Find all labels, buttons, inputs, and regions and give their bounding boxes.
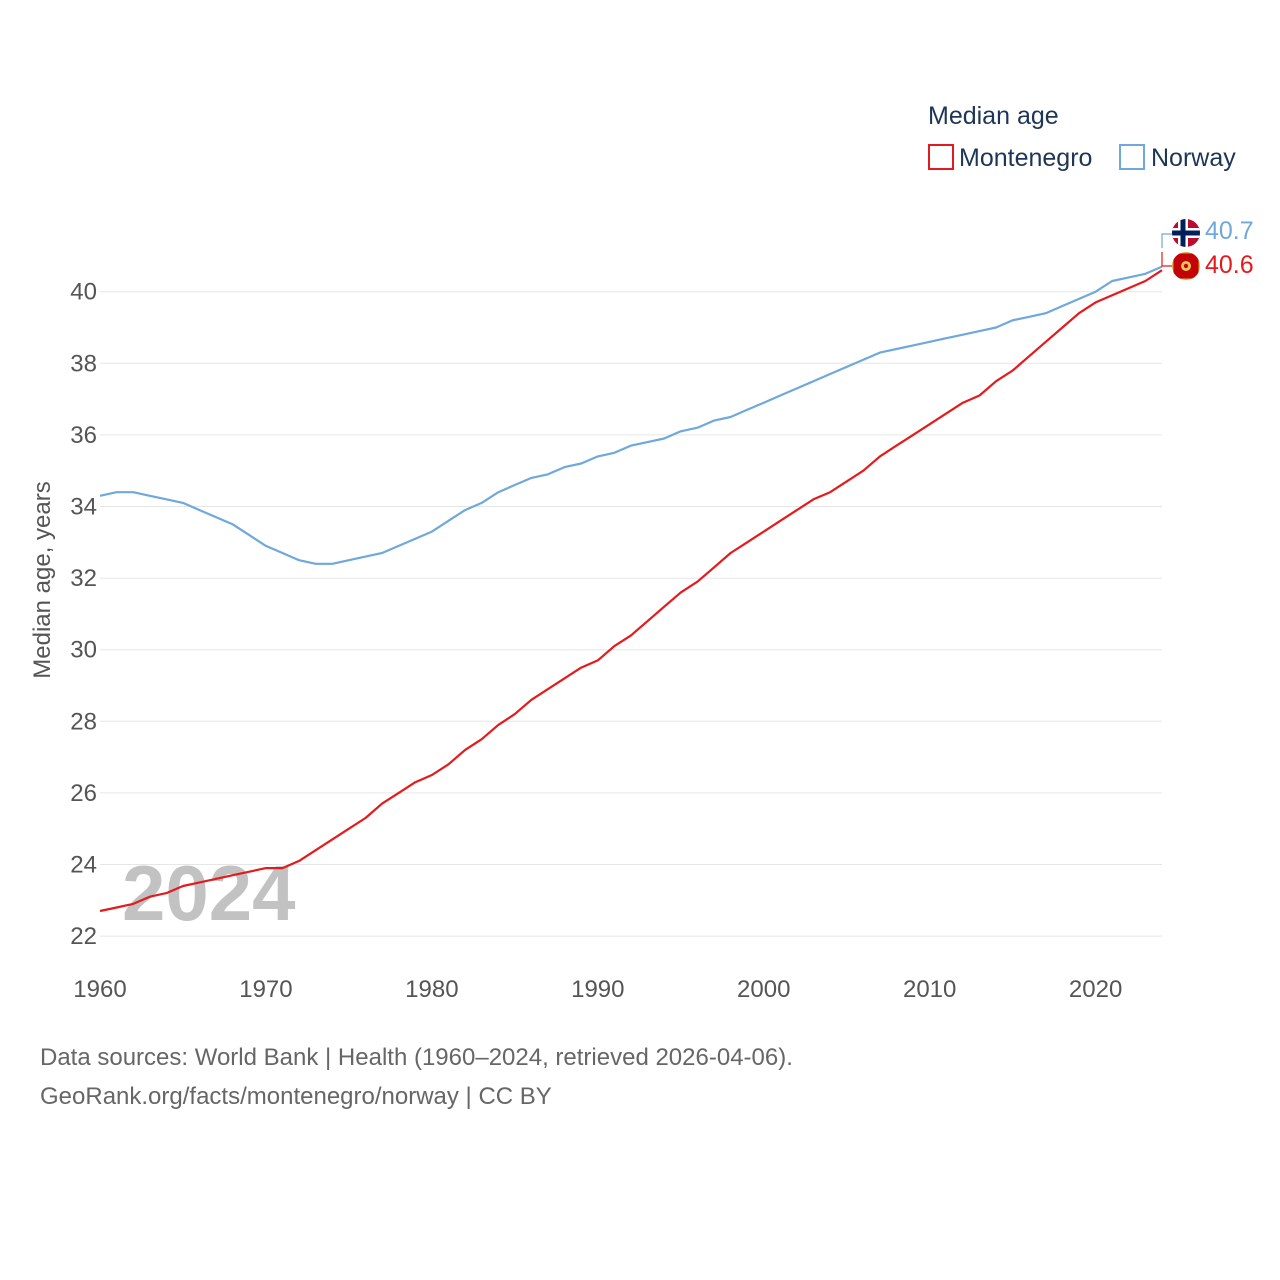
montenegro-end-value: 40.6 bbox=[1205, 251, 1254, 279]
x-tick-label: 2020 bbox=[1069, 976, 1122, 1003]
y-tick-label: 36 bbox=[70, 422, 97, 449]
y-tick-label: 28 bbox=[70, 708, 97, 735]
y-tick-label: 26 bbox=[70, 780, 97, 807]
x-tick-label: 1960 bbox=[73, 976, 126, 1003]
y-tick-label: 40 bbox=[70, 279, 97, 306]
gridlines bbox=[100, 291, 1162, 937]
y-axis-ticks: 22 24 26 28 30 32 34 36 38 40 bbox=[70, 279, 97, 950]
x-axis-ticks: 1960 1970 1980 1990 2000 2010 2020 bbox=[73, 976, 1122, 1003]
y-tick-label: 24 bbox=[70, 852, 97, 879]
series-line-norway[interactable] bbox=[99, 265, 1163, 565]
legend-label-montenegro[interactable]: Montenegro bbox=[959, 144, 1092, 172]
legend-swatch-montenegro[interactable] bbox=[928, 144, 954, 170]
x-tick-label: 1990 bbox=[571, 976, 624, 1003]
montenegro-end-connector bbox=[1161, 252, 1172, 267]
y-tick-label: 22 bbox=[70, 923, 97, 950]
source-url[interactable]: GeoRank.org/facts/montenegro/norway | CC… bbox=[40, 1083, 552, 1110]
x-tick-label: 1980 bbox=[405, 976, 458, 1003]
series-lines bbox=[99, 265, 1163, 913]
legend-swatch-norway[interactable] bbox=[1119, 144, 1145, 170]
norway-end-value: 40.7 bbox=[1205, 217, 1254, 245]
y-axis-title: Median age, years bbox=[29, 481, 56, 678]
norway-flag-icon bbox=[1172, 219, 1200, 247]
year-watermark: 2024 bbox=[122, 849, 296, 937]
montenegro-flag-icon bbox=[1172, 252, 1200, 280]
legend-title: Median age bbox=[928, 102, 1059, 130]
x-tick-label: 2010 bbox=[903, 976, 956, 1003]
y-tick-label: 30 bbox=[70, 637, 97, 664]
legend-label-norway[interactable]: Norway bbox=[1151, 144, 1236, 172]
y-tick-label: 34 bbox=[70, 494, 97, 521]
legend: Median age Montenegro Norway bbox=[928, 102, 1236, 172]
norway-end-connector bbox=[1161, 233, 1172, 248]
data-sources-note: Data sources: World Bank | Health (1960–… bbox=[40, 1044, 793, 1071]
y-tick-label: 38 bbox=[70, 350, 97, 377]
series-line-montenegro[interactable] bbox=[99, 269, 1163, 913]
y-tick-label: 32 bbox=[70, 565, 97, 592]
x-tick-label: 2000 bbox=[737, 976, 790, 1003]
x-tick-label: 1970 bbox=[239, 976, 292, 1003]
